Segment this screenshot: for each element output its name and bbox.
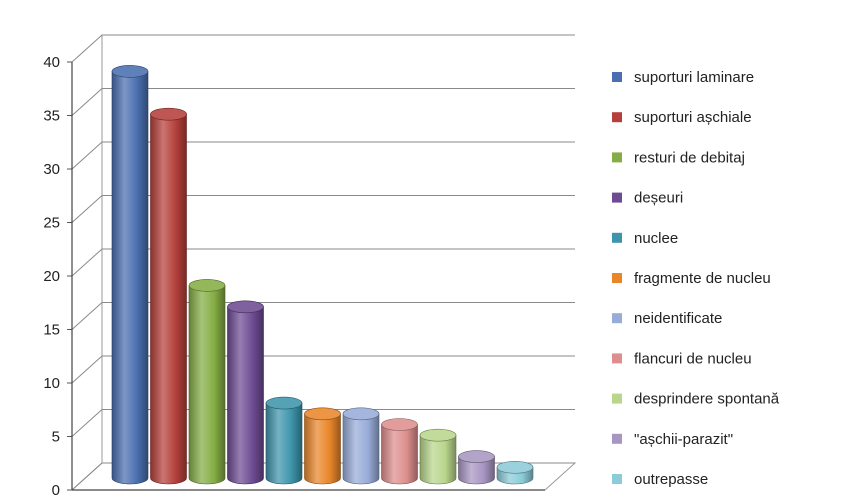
bar-body [227, 306, 264, 485]
bar-body [265, 402, 303, 485]
legend-swatch [612, 433, 622, 444]
gridline [71, 355, 575, 384]
bar-9 [419, 428, 457, 485]
y-axis: 0 5 10 15 20 25 30 35 40 [43, 54, 545, 497]
legend-item: desprindere spontană [612, 391, 780, 408]
gridline [71, 409, 575, 437]
bar-top [227, 300, 264, 314]
bar-7 [342, 407, 380, 485]
bar-body [304, 413, 341, 485]
y-tick-label: 20 [43, 268, 60, 285]
y-tick-label: 30 [43, 161, 60, 178]
legend-item: nuclee [612, 230, 678, 247]
legend-swatch [612, 393, 622, 404]
y-tick-label: 0 [52, 482, 60, 497]
bar-6 [304, 407, 341, 485]
bar-top [111, 65, 149, 78]
legend: suporturi laminare suporturi așchiale rest… [612, 69, 780, 488]
gridline [71, 302, 575, 330]
legend-item: suporturi așchiale [612, 109, 752, 126]
y-tick-label: 10 [43, 375, 60, 392]
gridline [71, 141, 575, 170]
legend-label: outrepasse [634, 471, 708, 488]
gridline [71, 248, 575, 277]
legend-label: "așchii-parazit" [634, 431, 733, 448]
bar-11 [496, 460, 534, 485]
legend-swatch [612, 152, 622, 163]
gridline [71, 34, 575, 63]
legend-swatch [612, 232, 622, 243]
bar-body [458, 456, 495, 485]
legend-label: neidentificate [634, 310, 722, 327]
gridline [71, 195, 575, 223]
legend-swatch [612, 313, 622, 324]
bar-5 [265, 396, 303, 485]
legend-item: deșeuri [612, 190, 683, 207]
legend-item: suporturi laminare [612, 69, 754, 86]
bar-body [150, 113, 187, 485]
legend-item: "așchii-parazit" [612, 431, 733, 448]
legend-swatch [612, 474, 622, 484]
legend-swatch [612, 112, 622, 123]
gridlines [71, 34, 575, 491]
bar-top [419, 428, 457, 442]
legend-swatch [612, 72, 622, 82]
bar-4 [227, 300, 264, 485]
legend-swatch [612, 353, 622, 364]
legend-item: flancuri de nucleu [612, 350, 752, 367]
legend-label: fragmente de nucleu [634, 270, 771, 287]
legend-label: flancuri de nucleu [634, 350, 752, 367]
y-tick-label: 5 [52, 429, 60, 446]
legend-item: resturi de debitaj [612, 149, 745, 166]
bar-body [111, 71, 149, 485]
legend-item: fragmente de nucleu [612, 270, 771, 287]
bar-1 [111, 65, 149, 485]
legend-label: deșeuri [634, 190, 683, 207]
bar-top [150, 107, 187, 121]
bar-2 [150, 107, 187, 485]
bar-top [458, 450, 495, 463]
legend-label: desprindere spontană [634, 391, 780, 408]
gridline [71, 88, 575, 116]
bars [111, 65, 534, 485]
legend-label: nuclee [634, 230, 678, 247]
bar-top [188, 279, 226, 292]
legend-label: suporturi așchiale [634, 109, 752, 126]
bar-top [496, 460, 534, 474]
bar-10 [458, 450, 495, 485]
y-tick-label: 25 [43, 215, 60, 232]
bar-top [304, 407, 341, 421]
legend-label: suporturi laminare [634, 69, 754, 86]
y-tick-label: 15 [43, 322, 60, 339]
legend-item: neidentificate [612, 310, 722, 327]
legend-swatch [612, 273, 622, 283]
legend-label: resturi de debitaj [634, 149, 745, 166]
bar-body [381, 424, 418, 485]
bar-top [381, 418, 418, 431]
bar-body [188, 285, 226, 485]
legend-item: outrepasse [612, 471, 708, 488]
bar-body [419, 434, 457, 485]
legend-swatch [612, 192, 622, 203]
y-tick-label: 35 [43, 108, 60, 125]
bar-top [342, 407, 380, 421]
y-tick-label: 40 [43, 54, 60, 71]
bar-body [342, 413, 380, 485]
bar-top [265, 396, 303, 410]
bar-3 [188, 279, 226, 485]
bar-8 [381, 418, 418, 485]
